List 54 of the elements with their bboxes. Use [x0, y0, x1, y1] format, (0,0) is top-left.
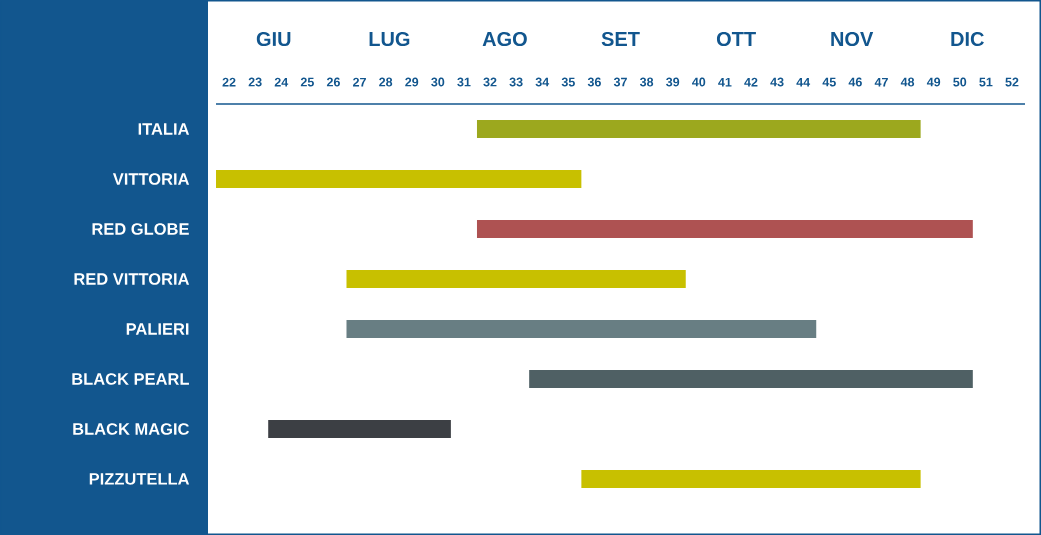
y-tick-label: RED VITTORIA [74, 273, 190, 285]
bar [346, 319, 817, 338]
y-tick-label: ITALIA [138, 123, 190, 135]
x-tick-label: 26 [326, 77, 340, 87]
x-tick-label: 22 [222, 77, 236, 87]
x-tick-label: 27 [353, 77, 366, 87]
y-tick-label: PALIERI [126, 323, 189, 335]
x-tick-label: 40 [692, 77, 706, 87]
text: AGO [482, 31, 527, 47]
x-tick-label: 49 [926, 77, 941, 87]
x-tick-label: 33 [509, 77, 523, 87]
x-tick-label: 45 [822, 77, 836, 87]
x-tick-label: 37 [613, 77, 627, 87]
bar [216, 170, 582, 188]
x-tick-label: 35 [561, 77, 575, 87]
x-tick-label: 34 [535, 77, 550, 87]
x-tick-label: 44 [796, 77, 811, 87]
bar [268, 419, 451, 438]
x-tick-label: 29 [405, 77, 419, 87]
x-tick-label: 48 [900, 77, 915, 87]
x-tick-label: 24 [274, 77, 289, 87]
x-tick-label: 43 [770, 77, 784, 87]
x-tick-label: 31 [457, 77, 471, 87]
y-tick-label: BLACK MAGIC [73, 423, 190, 435]
bar [476, 120, 921, 138]
text: LUG [369, 31, 410, 47]
x-tick-label: 46 [848, 77, 862, 87]
text: SET [601, 31, 640, 47]
x-tick-label: 30 [431, 77, 445, 87]
x-tick-label: 28 [379, 77, 393, 87]
y-tick-label: VITTORIA [112, 173, 190, 185]
x-tick-label: 23 [248, 77, 262, 87]
x-tick-label: 39 [666, 77, 680, 87]
text: NOV [831, 31, 874, 47]
x-tick-label: 42 [744, 77, 758, 87]
x-tick-label: 25 [300, 77, 314, 87]
x-tick-label: 38 [639, 77, 654, 87]
text: GIU [256, 31, 291, 47]
text: DIC [951, 31, 984, 47]
x-tick-label: 47 [874, 77, 888, 87]
y-tick-label: RED GLOBE [92, 223, 189, 235]
x-tick-label: 50 [953, 77, 967, 87]
text: OTT [716, 31, 756, 47]
bar [346, 270, 686, 288]
x-tick-label: 51 [979, 77, 993, 87]
y-tick-label: PIZZUTELLA [89, 473, 190, 485]
x-tick-label: 32 [483, 77, 497, 87]
bar [581, 469, 921, 488]
x-tick-label: 41 [718, 77, 732, 87]
bar [529, 369, 973, 388]
bar [476, 220, 973, 238]
x-tick-label: 36 [587, 77, 601, 87]
y-tick-label: BLACK PEARL [72, 373, 189, 385]
x-tick-label: 52 [1005, 77, 1019, 87]
